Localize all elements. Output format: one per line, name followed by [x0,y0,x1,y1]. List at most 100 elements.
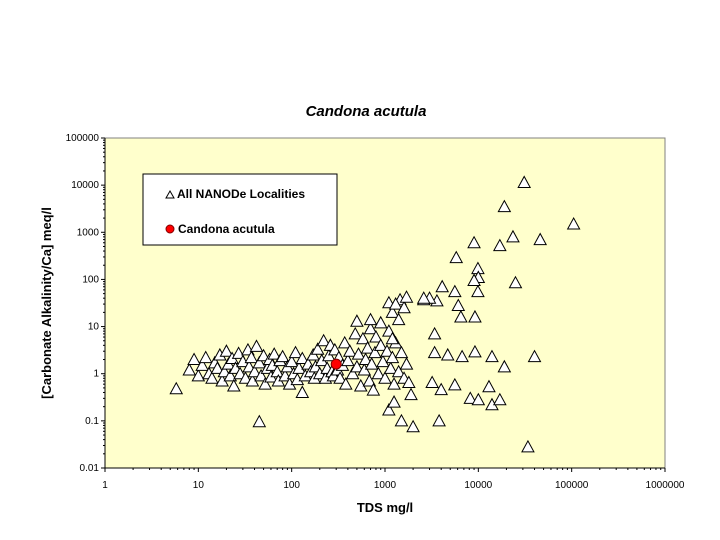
x-tick-label: 1000000 [646,480,685,491]
data-point-triangle [310,342,325,355]
data-point-triangle [363,312,378,326]
y-tick-label: 0.01 [80,463,100,474]
data-point-triangle [333,371,347,384]
data-point-triangle [468,309,482,323]
data-point-triangle [463,391,478,404]
data-point-triangle [521,439,535,453]
data-point-triangle [471,284,485,298]
data-point-triangle [205,371,219,384]
y-tick-label: 100000 [66,133,100,144]
legend-triangle-icon [165,189,175,199]
data-point-triangle [288,345,303,359]
data-point-triangle [242,359,256,373]
data-point-triangle [427,326,442,340]
data-point-triangle [449,250,464,264]
data-point-triangle [397,300,411,314]
data-point-triangle [363,321,378,335]
data-point-triangle [267,347,282,360]
data-point-triangle [391,364,406,378]
data-point-triangle [566,216,581,230]
data-point-triangle [434,382,449,396]
data-point-triangle [295,385,310,398]
data-point-triangle [425,375,439,389]
x-tick-label: 1000 [374,480,397,491]
data-point-triangle [350,314,364,327]
data-point-triangle [497,199,512,213]
data-point-triangle [388,297,403,310]
data-point-triangle [252,355,267,369]
data-point-triangle [368,345,382,359]
data-point-triangle [292,361,306,374]
data-point-triangle [249,339,264,352]
data-point-triangle [373,338,388,351]
data-point-triangle [378,371,392,384]
data-point-triangle [485,349,499,363]
data-point-triangle [182,362,197,376]
data-point-triangle [345,366,360,380]
data-point-triangle [351,347,366,360]
data-point-triangle [187,352,201,366]
data-point-triangle [492,392,507,406]
data-point-circle [330,358,342,370]
x-tick-label: 100 [283,480,300,491]
data-point-triangle [517,175,532,188]
data-point-triangle [497,359,512,373]
data-point-triangle [373,315,388,329]
data-point-triangle [387,395,401,408]
data-point-triangle [295,351,310,365]
data-point-triangle [380,344,394,357]
data-point-triangle [342,344,357,357]
data-point-triangle [358,352,373,366]
x-tick-label: 100000 [555,480,589,491]
data-point-triangle [533,232,548,246]
data-point-triangle [467,235,481,249]
data-point-triangle [482,379,496,393]
data-point-triangle [427,345,442,359]
data-point-triangle [404,387,418,401]
data-point-triangle [252,414,267,428]
data-point-triangle [468,344,482,358]
data-point-triangle [508,275,523,289]
x-tick-label: 1 [102,480,108,491]
data-point-triangle [350,359,364,373]
data-point-triangle [399,290,414,303]
data-point-triangle [451,298,466,311]
data-point-triangle [432,413,446,427]
data-point-triangle [169,381,184,395]
data-point-triangle [231,346,246,359]
data-point-triangle [284,354,299,368]
y-tick-label: 10 [88,322,100,333]
data-point-triangle [385,331,400,345]
data-point-triangle [527,349,542,363]
data-point-triangle [369,329,383,343]
data-point-triangle [226,378,241,392]
data-point-triangle [406,419,420,433]
y-tick-label: 1 [93,369,99,380]
y-tick-label: 100 [82,274,99,285]
data-point-triangle [440,347,455,361]
data-point-triangle [492,238,507,252]
data-point-triangle [316,333,331,347]
data-point-triangle [254,368,268,382]
data-point-triangle [219,344,234,357]
y-tick-label: 0.1 [85,416,99,427]
data-point-triangle [356,331,370,345]
data-point-triangle [455,349,469,363]
x-axis-label: TDS mg/l [357,500,413,515]
data-point-triangle [382,402,396,416]
data-point-triangle [366,383,381,396]
data-point-triangle [467,273,481,286]
data-point-triangle [447,284,462,298]
legend: All NANODe Localities Candona acutula [142,173,338,246]
data-point-triangle [210,361,225,374]
data-point-triangle [341,353,355,367]
data-point-triangle [217,364,232,378]
data-point-triangle [447,377,462,391]
y-axis-label: [Carbonate Alkalinity/Ca] meq/l [39,207,54,399]
data-point-triangle [275,349,290,363]
legend-label-all: All NANODe Localities [177,187,305,201]
data-point-triangle [247,364,262,378]
data-point-triangle [244,350,259,364]
data-point-triangle [416,291,431,304]
